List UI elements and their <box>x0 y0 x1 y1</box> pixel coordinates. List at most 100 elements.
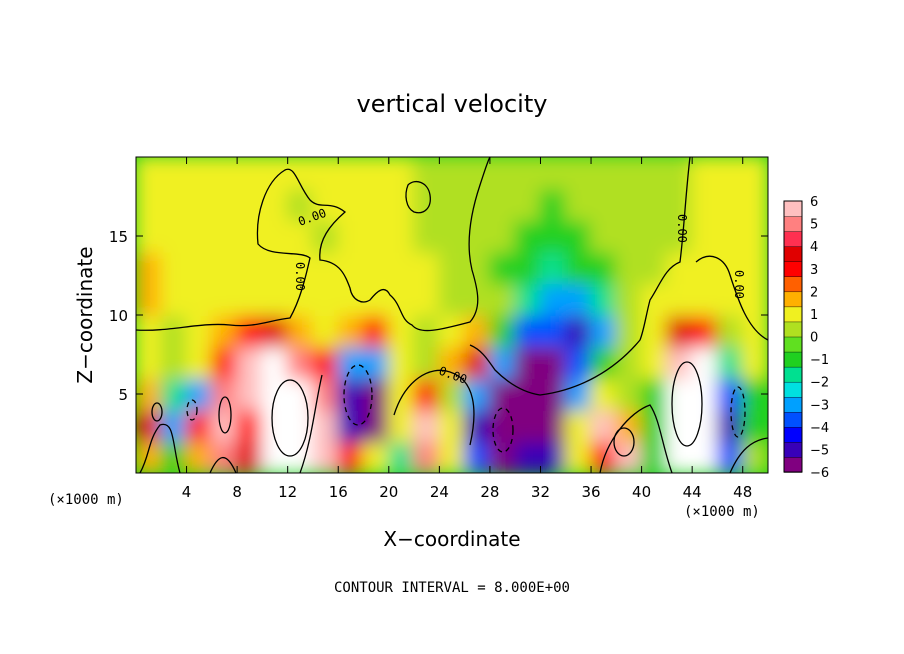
heat-cell <box>564 219 593 253</box>
heat-cell <box>691 408 719 443</box>
x-tick-label: 20 <box>379 483 398 501</box>
heat-cell <box>286 345 314 380</box>
heat-cell <box>691 345 719 380</box>
heat-cell <box>514 157 542 190</box>
heat-cell <box>261 219 289 253</box>
heat-cell <box>716 282 744 316</box>
heat-cell <box>337 345 365 380</box>
heat-cell <box>590 408 618 443</box>
heat-cell <box>413 440 441 473</box>
heat-cell <box>337 408 365 443</box>
heat-cell <box>488 157 517 190</box>
heat-cell <box>640 345 668 380</box>
heat-cell <box>185 157 213 190</box>
heat-cell <box>514 408 542 443</box>
heat-cell <box>160 282 188 316</box>
colorbar-segment <box>783 336 803 353</box>
plot-area: 0.00 0.00 0.00 0.00 0.00 <box>136 157 768 473</box>
heat-cell <box>311 250 340 285</box>
negative-contour <box>186 399 198 421</box>
heat-cell <box>615 250 643 285</box>
positive-contour <box>151 402 163 422</box>
heat-cell <box>438 314 466 348</box>
colorbar-tick-label: −5 <box>810 443 829 458</box>
heat-cell <box>438 440 466 473</box>
heat-cell <box>413 282 441 316</box>
heat-cell <box>136 345 163 380</box>
heat-cell <box>615 219 643 253</box>
heat-cell <box>210 157 239 190</box>
x-tick-label: 40 <box>632 483 651 501</box>
zero-contour <box>136 157 491 332</box>
colorbar-tick-label: −4 <box>810 421 829 436</box>
heat-cell <box>261 408 289 443</box>
positive-contour <box>271 379 309 457</box>
heat-cell <box>185 377 213 411</box>
heat-cell <box>564 408 593 443</box>
heat-cell <box>286 440 314 473</box>
heat-cell <box>691 187 719 222</box>
heat-cell <box>539 345 567 380</box>
heat-cell <box>261 250 289 285</box>
heat-cell <box>716 314 744 348</box>
colorbar-tick-label: 0 <box>810 331 818 346</box>
zero-contour <box>209 456 237 473</box>
heat-cell <box>136 314 163 348</box>
heat-cell <box>488 314 517 348</box>
colorbar-segment <box>783 306 803 323</box>
heat-cell <box>488 377 517 411</box>
heat-cell <box>160 408 188 443</box>
heat-cell <box>387 157 416 190</box>
heat-cell <box>236 377 264 411</box>
heat-cell <box>136 440 163 473</box>
heat-cell <box>185 250 213 285</box>
heat-cell <box>311 345 340 380</box>
heat-cell <box>413 377 441 411</box>
heat-cell <box>261 314 289 348</box>
heat-cell <box>463 314 491 348</box>
heat-cell <box>488 187 517 222</box>
heat-cell <box>539 314 567 348</box>
colorbar-tick-label: 5 <box>810 218 818 233</box>
contour-label: 0.00 <box>293 262 307 291</box>
heat-cell <box>488 219 517 253</box>
colorbar-tick-label: 2 <box>810 285 818 300</box>
heat-cell <box>387 440 416 473</box>
heat-cell <box>590 250 618 285</box>
colorbar-segment <box>783 351 803 368</box>
heat-cell <box>160 345 188 380</box>
heat-cell <box>514 250 542 285</box>
x-axis-ticks: 4 8 12 16 20 24 28 32 36 40 44 48 <box>182 157 752 501</box>
heat-cell <box>413 345 441 380</box>
heat-cell <box>640 219 668 253</box>
heat-cell <box>514 440 542 473</box>
heat-cell <box>741 282 768 316</box>
heat-cell <box>136 250 163 285</box>
x-tick-label: 32 <box>531 483 550 501</box>
heat-cell <box>210 187 239 222</box>
heat-cell <box>514 345 542 380</box>
colorbar-segment <box>783 396 803 413</box>
zero-contour <box>469 157 691 396</box>
x-tick-label: 16 <box>329 483 348 501</box>
heat-cell <box>136 282 163 316</box>
heat-cell <box>160 250 188 285</box>
heat-cell <box>615 440 643 473</box>
heat-cell <box>362 219 390 253</box>
heat-cell <box>716 345 744 380</box>
heat-cell <box>615 345 643 380</box>
heat-cell <box>665 250 694 285</box>
heat-cell <box>210 282 239 316</box>
heat-cell <box>691 314 719 348</box>
x-tick-label: 36 <box>581 483 600 501</box>
heat-cell <box>160 187 188 222</box>
heat-cell <box>665 377 694 411</box>
colorbar-tick-label: 4 <box>810 240 818 255</box>
heat-cell <box>236 157 264 190</box>
heat-cell <box>463 377 491 411</box>
heat-cell <box>665 187 694 222</box>
colorbar-tick-label: 3 <box>810 263 818 278</box>
heat-cell <box>564 377 593 411</box>
zero-contour <box>729 437 768 473</box>
